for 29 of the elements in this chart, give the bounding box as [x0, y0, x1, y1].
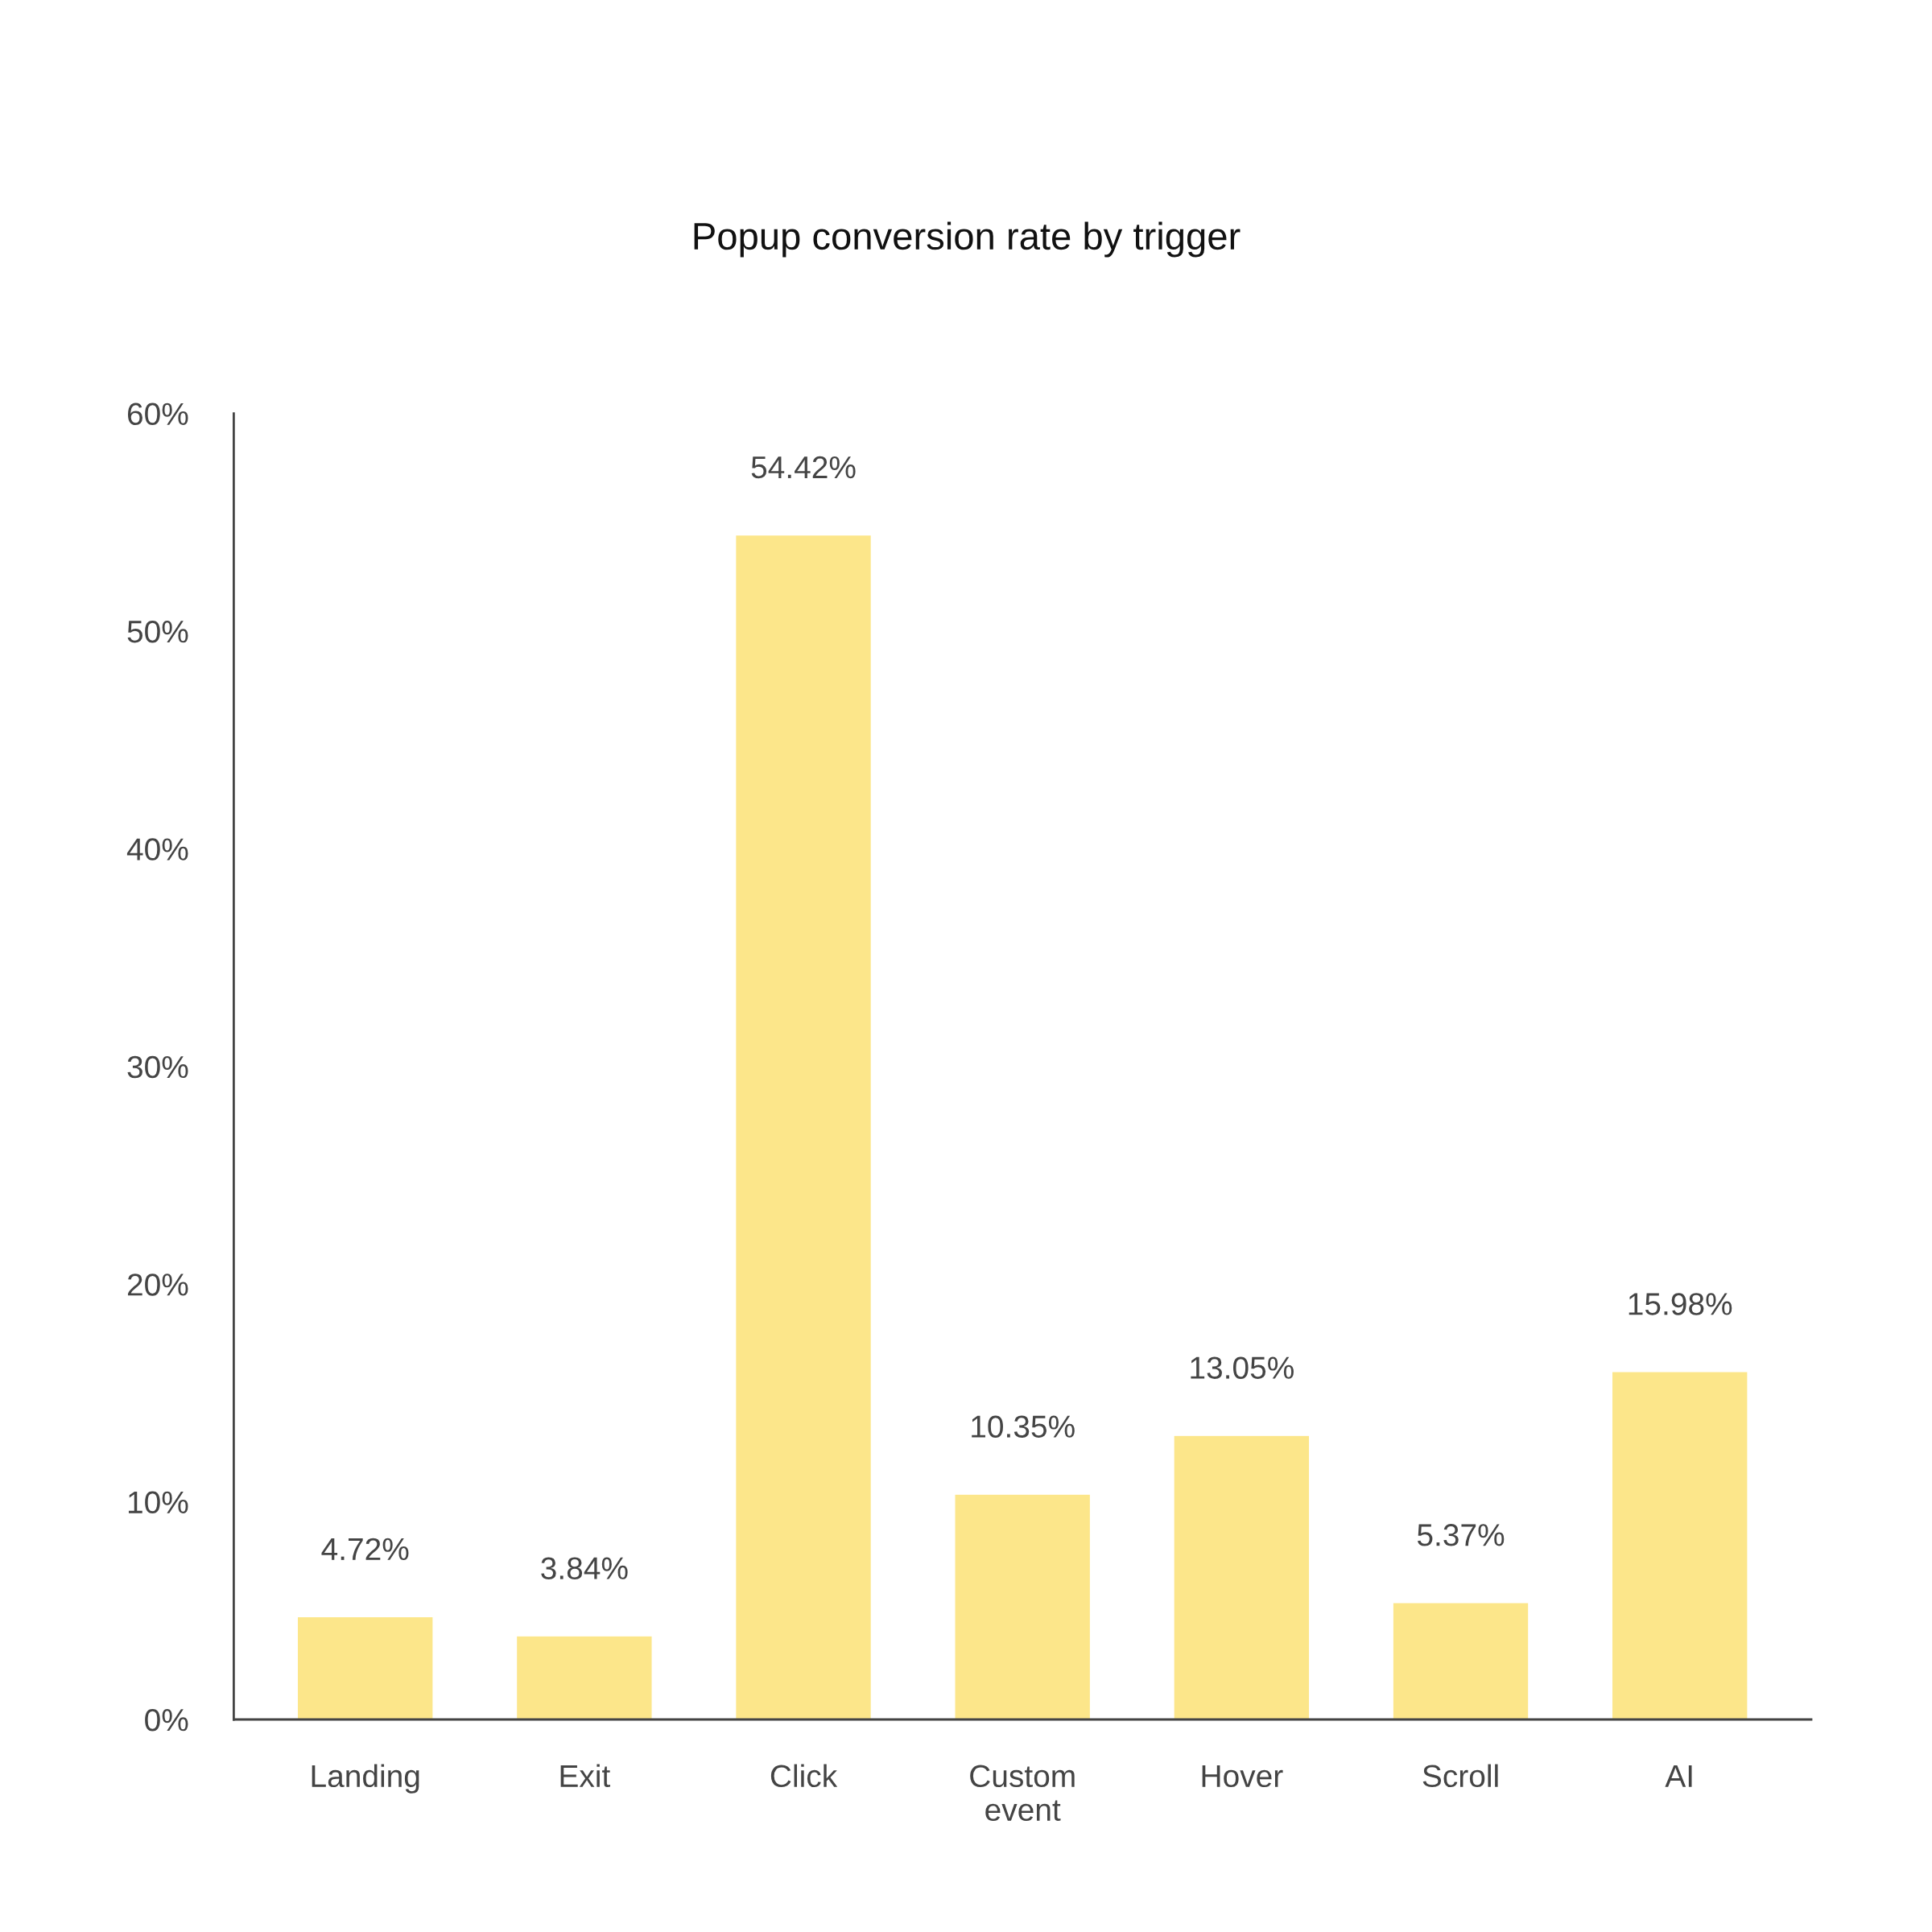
y-tick-label: 40% [126, 838, 188, 861]
data-label: 5.37% [1417, 1524, 1505, 1546]
x-tick-label: Hover [1202, 1765, 1283, 1788]
bar [954, 1493, 1092, 1719]
x-tick-label: AI [1665, 1765, 1692, 1787]
data-label: 13.05% [1191, 1356, 1294, 1379]
y-tick-label: 60% [127, 402, 188, 426]
bar [296, 1616, 434, 1719]
data-label: 15.98% [1629, 1293, 1732, 1315]
y-tick-label: 50% [127, 620, 188, 643]
x-tick-label: Scroll [1422, 1764, 1498, 1788]
bar [734, 534, 873, 1719]
data-label: 54.42% [751, 456, 856, 479]
chart-title: Popup conversion rate by trigger [694, 221, 1241, 258]
bar [1392, 1602, 1530, 1719]
y-tick-label: 20% [127, 1274, 188, 1296]
y-tick-label: 30% [127, 1055, 188, 1079]
y-tick-label: 10% [128, 1491, 188, 1514]
x-tick-label: Custom event [970, 1765, 1075, 1822]
bar [1173, 1435, 1311, 1719]
x-tick-label: Exit [560, 1764, 610, 1788]
data-label: 4.72% [321, 1538, 409, 1561]
y-tick-label: 0% [145, 1708, 188, 1732]
bar [515, 1635, 653, 1719]
bar [1611, 1371, 1748, 1719]
data-label: 10.35% [972, 1415, 1075, 1438]
x-tick-label: Landing [312, 1764, 419, 1794]
data-label: 3.84% [541, 1557, 628, 1579]
x-tick-label: Click [770, 1764, 838, 1788]
